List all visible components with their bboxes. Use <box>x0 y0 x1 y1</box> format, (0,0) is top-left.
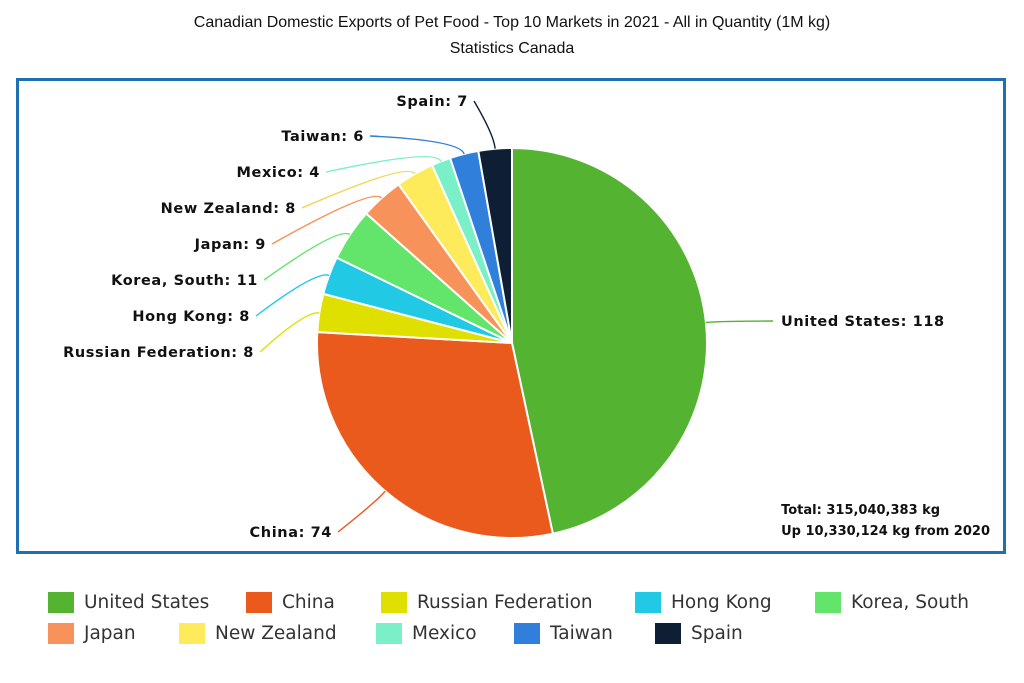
data-label-united-states: United States: 118 <box>781 314 945 330</box>
data-label-spain: Spain: 7 <box>396 94 468 110</box>
legend-item-japan[interactable]: Japan <box>48 621 136 645</box>
data-label-japan: Japan: 9 <box>194 237 266 253</box>
legend-item-hong-kong[interactable]: Hong Kong <box>635 590 772 614</box>
connector-new-zealand <box>301 170 416 209</box>
chart-title: Canadian Domestic Exports of Pet Food - … <box>193 14 831 31</box>
legend-swatch <box>655 622 681 644</box>
data-label-korea-south: Korea, South: 11 <box>111 273 258 289</box>
legend-item-mexico[interactable]: Mexico <box>376 621 477 645</box>
legend-label: Taiwan <box>550 622 613 644</box>
change-text: Up 10,330,124 kg from 2020 <box>781 524 990 539</box>
total-summary: Total: 315,040,383 kg Up 10,330,124 kg f… <box>781 500 990 542</box>
legend-item-spain[interactable]: Spain <box>655 621 743 645</box>
connector-russian-federation <box>259 312 320 353</box>
legend-label: Russian Federation <box>417 591 593 613</box>
connector-spain <box>473 100 496 149</box>
legend-item-china[interactable]: China <box>246 590 335 614</box>
legend-label: United States <box>84 591 210 613</box>
connector-hong-kong <box>255 274 330 317</box>
connector-china <box>337 490 386 533</box>
data-label-new-zealand: New Zealand: 8 <box>161 201 296 217</box>
chart-subtitle: Statistics Canada <box>449 40 575 57</box>
legend-swatch <box>514 622 540 644</box>
pie-slice-spain[interactable] <box>477 146 513 344</box>
legend-label: New Zealand <box>215 622 337 644</box>
legend-item-taiwan[interactable]: Taiwan <box>514 621 613 645</box>
legend-label: Hong Kong <box>671 591 772 613</box>
pie-chart: United States: 118 China: 74 Russian Feder… <box>63 94 945 541</box>
legend-label: Japan <box>84 622 136 644</box>
legend-swatch <box>815 591 841 613</box>
legend-swatch <box>179 622 205 644</box>
total-text: Total: 315,040,383 kg <box>781 503 941 518</box>
chart-frame: United States: 118 China: 74 Russian Feder… <box>16 78 1006 554</box>
connector-taiwan <box>369 135 465 155</box>
legend-swatch <box>381 591 407 613</box>
data-label-china: China: 74 <box>250 525 332 541</box>
data-label-russian-federation: Russian Federation: 8 <box>63 345 254 361</box>
pie-slice-china[interactable] <box>315 331 555 539</box>
legend-swatch <box>635 591 661 613</box>
data-label-hong-kong: Hong Kong: 8 <box>132 309 250 325</box>
legend-item-russian-federation[interactable]: Russian Federation <box>381 590 593 614</box>
legend-item-new-zealand[interactable]: New Zealand <box>179 621 337 645</box>
legend-label: Spain <box>691 622 743 644</box>
legend-item-korea-south[interactable]: Korea, South <box>815 590 969 614</box>
connector-japan <box>271 195 383 245</box>
data-label-mexico: Mexico: 4 <box>237 165 320 181</box>
legend-swatch <box>376 622 402 644</box>
connector-united-states <box>705 320 774 324</box>
connector-korea-south <box>263 232 351 281</box>
legend-label: China <box>282 591 335 613</box>
legend-swatch <box>246 591 272 613</box>
connector-mexico <box>325 156 442 173</box>
legend-swatch <box>48 591 74 613</box>
legend-item-united-states[interactable]: United States <box>48 590 209 614</box>
legend-label: Mexico <box>412 622 477 644</box>
legend-swatch <box>48 622 74 644</box>
legend-label: Korea, South <box>851 591 969 613</box>
data-label-taiwan: Taiwan: 6 <box>281 129 364 145</box>
